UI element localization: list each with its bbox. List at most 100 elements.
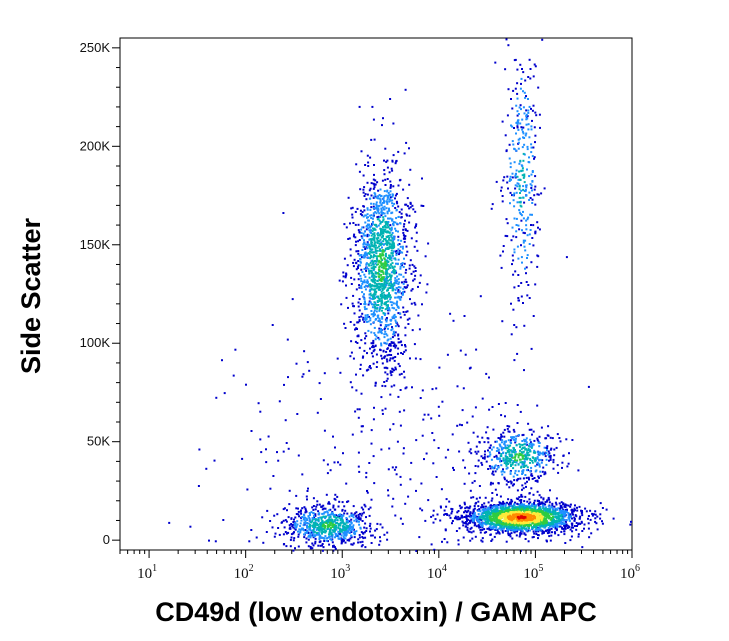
- event-dot: [517, 128, 520, 131]
- event-dot: [372, 202, 375, 205]
- event-dot: [555, 519, 558, 522]
- event-dot: [521, 68, 523, 70]
- event-dot: [461, 409, 464, 412]
- event-dot: [304, 520, 307, 523]
- event-dot: [385, 276, 388, 278]
- event-dot: [287, 376, 289, 379]
- event-dot: [394, 162, 397, 165]
- event-dot: [303, 350, 306, 353]
- event-dot: [399, 312, 402, 315]
- event-dot: [384, 147, 387, 150]
- event-dot: [525, 441, 528, 444]
- event-dot: [378, 309, 381, 312]
- event-dot: [368, 462, 371, 464]
- event-dot: [390, 167, 393, 170]
- event-dot: [311, 547, 314, 550]
- event-dot: [518, 209, 521, 212]
- event-dot: [205, 467, 208, 470]
- event-dot: [393, 284, 396, 287]
- event-dot: [390, 259, 393, 262]
- event-dot: [504, 415, 506, 418]
- event-dot: [332, 545, 334, 548]
- event-dot: [289, 526, 292, 529]
- event-dot: [198, 448, 201, 451]
- event-dot: [530, 510, 533, 512]
- event-dot: [594, 513, 597, 516]
- event-dot: [370, 264, 373, 267]
- event-dot: [395, 217, 398, 220]
- event-dot: [527, 476, 530, 479]
- event-dot: [369, 208, 372, 211]
- event-dot: [500, 528, 503, 531]
- event-dot: [327, 514, 330, 517]
- event-dot: [525, 123, 528, 126]
- event-dot: [269, 520, 272, 522]
- event-dot: [396, 323, 399, 326]
- event-dot: [369, 254, 372, 257]
- event-dot: [512, 194, 515, 197]
- event-dot: [515, 534, 518, 537]
- event-dot: [390, 304, 393, 307]
- event-dot: [524, 443, 527, 446]
- event-dot: [324, 525, 327, 528]
- event-dot: [380, 396, 383, 399]
- event-dot: [402, 188, 405, 191]
- event-dot: [350, 529, 353, 532]
- event-dot: [387, 327, 389, 330]
- event-dot: [528, 105, 531, 108]
- event-dot: [524, 190, 527, 193]
- event-dot: [562, 508, 565, 511]
- event-dot: [373, 192, 376, 195]
- event-dot: [376, 181, 379, 184]
- event-dot: [337, 537, 340, 540]
- event-dot: [306, 498, 308, 501]
- event-dot: [503, 478, 506, 481]
- event-dot: [508, 157, 511, 160]
- event-dot: [387, 238, 390, 241]
- event-dot: [546, 529, 549, 532]
- event-dot: [492, 517, 495, 520]
- event-dot: [386, 202, 389, 205]
- event-dot: [408, 214, 411, 217]
- event-dot: [526, 466, 529, 469]
- event-dot: [383, 280, 386, 283]
- event-dot: [520, 505, 523, 508]
- event-dot: [450, 507, 453, 510]
- event-dot: [513, 438, 516, 441]
- event-dot: [304, 529, 307, 531]
- event-dot: [372, 263, 375, 266]
- event-dot: [352, 294, 355, 297]
- event-dot: [394, 197, 396, 200]
- event-dot: [345, 527, 348, 530]
- event-dot: [430, 417, 433, 420]
- event-dot: [366, 352, 368, 355]
- event-dot: [481, 537, 484, 540]
- event-dot: [386, 531, 389, 534]
- event-dot: [421, 434, 424, 437]
- event-dot: [525, 448, 528, 451]
- event-dot: [388, 200, 391, 203]
- event-dot: [337, 533, 340, 536]
- event-dot: [474, 472, 477, 475]
- event-dot: [379, 232, 382, 235]
- event-dot: [559, 440, 562, 443]
- event-dot: [443, 538, 446, 540]
- event-dot: [311, 542, 314, 545]
- event-dot: [372, 288, 375, 291]
- event-dot: [402, 306, 405, 309]
- event-dot: [334, 535, 337, 538]
- event-dot: [522, 106, 525, 109]
- event-dot: [374, 241, 377, 244]
- event-dot: [400, 273, 403, 276]
- event-dot: [386, 334, 389, 337]
- event-dot: [455, 530, 458, 532]
- event-dot: [365, 516, 367, 519]
- event-dot: [380, 332, 383, 335]
- event-dot: [286, 338, 289, 341]
- event-dot: [355, 240, 357, 243]
- event-dot: [393, 343, 396, 346]
- event-dot: [321, 532, 323, 535]
- event-dot: [321, 512, 324, 515]
- event-dot: [513, 217, 516, 220]
- event-dot: [468, 450, 471, 453]
